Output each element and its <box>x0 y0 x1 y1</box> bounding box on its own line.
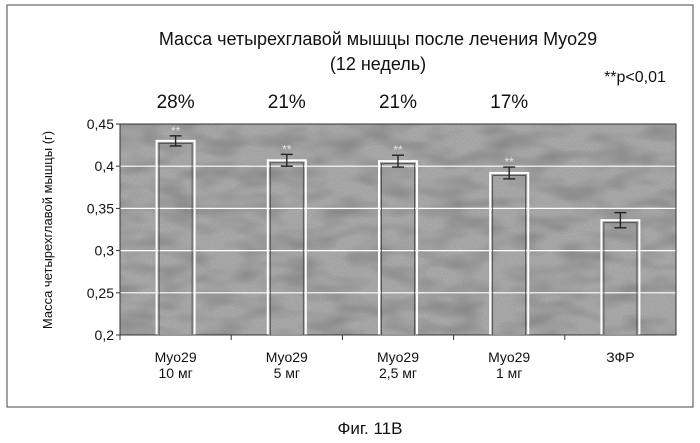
y-tick-label: 0,2 <box>95 327 115 343</box>
significance-mark: ** <box>282 142 292 156</box>
plot-area: ** ** ** ** <box>120 124 676 335</box>
x-tick-label: Myo29 <box>155 349 197 365</box>
y-tick-label: 0,45 <box>87 116 114 132</box>
significance-mark: ** <box>393 143 403 157</box>
y-tick-label: 0,4 <box>95 158 115 174</box>
significance-mark: ** <box>171 124 181 138</box>
percent-label: 17% <box>490 92 528 113</box>
y-tick-label: 0,3 <box>95 243 115 259</box>
x-tick-label-dose: 2,5 мг <box>379 365 417 381</box>
percent-label: 21% <box>268 92 306 113</box>
y-axis-ticks: 0,2 0,25 0,3 0,35 0,4 0,45 <box>87 116 120 343</box>
y-axis-label: Масса четырехглавой мышцы (г) <box>40 131 55 329</box>
x-tick-label-dose: 5 мг <box>274 365 300 381</box>
percent-label: 28% <box>157 92 195 113</box>
significance-note: **p<0,01 <box>604 69 666 86</box>
figure-caption: Фиг. 11В <box>338 419 403 438</box>
x-tick-label: Myo29 <box>377 349 419 365</box>
percent-label: 21% <box>379 92 417 113</box>
y-tick-label: 0,35 <box>87 200 114 216</box>
x-tick-label-dose: 10 мг <box>158 365 192 381</box>
x-tick-label-dose: 1 мг <box>496 365 522 381</box>
x-tick-label: Myo29 <box>266 349 308 365</box>
percent-labels: 28% 21% 21% 17% <box>157 92 529 113</box>
x-axis-labels: Myo2910 мгMyo295 мгMyo292,5 мгMyo291 мгЗ… <box>120 335 635 381</box>
significance-mark: ** <box>505 155 515 169</box>
chart-subtitle: (12 недель) <box>330 54 426 74</box>
x-tick-label: Myo29 <box>488 349 530 365</box>
chart-title: Масса четырехглавой мышцы после лечения … <box>159 29 597 49</box>
y-tick-label: 0,25 <box>87 285 114 301</box>
x-tick-label: ЗФР <box>606 349 634 365</box>
